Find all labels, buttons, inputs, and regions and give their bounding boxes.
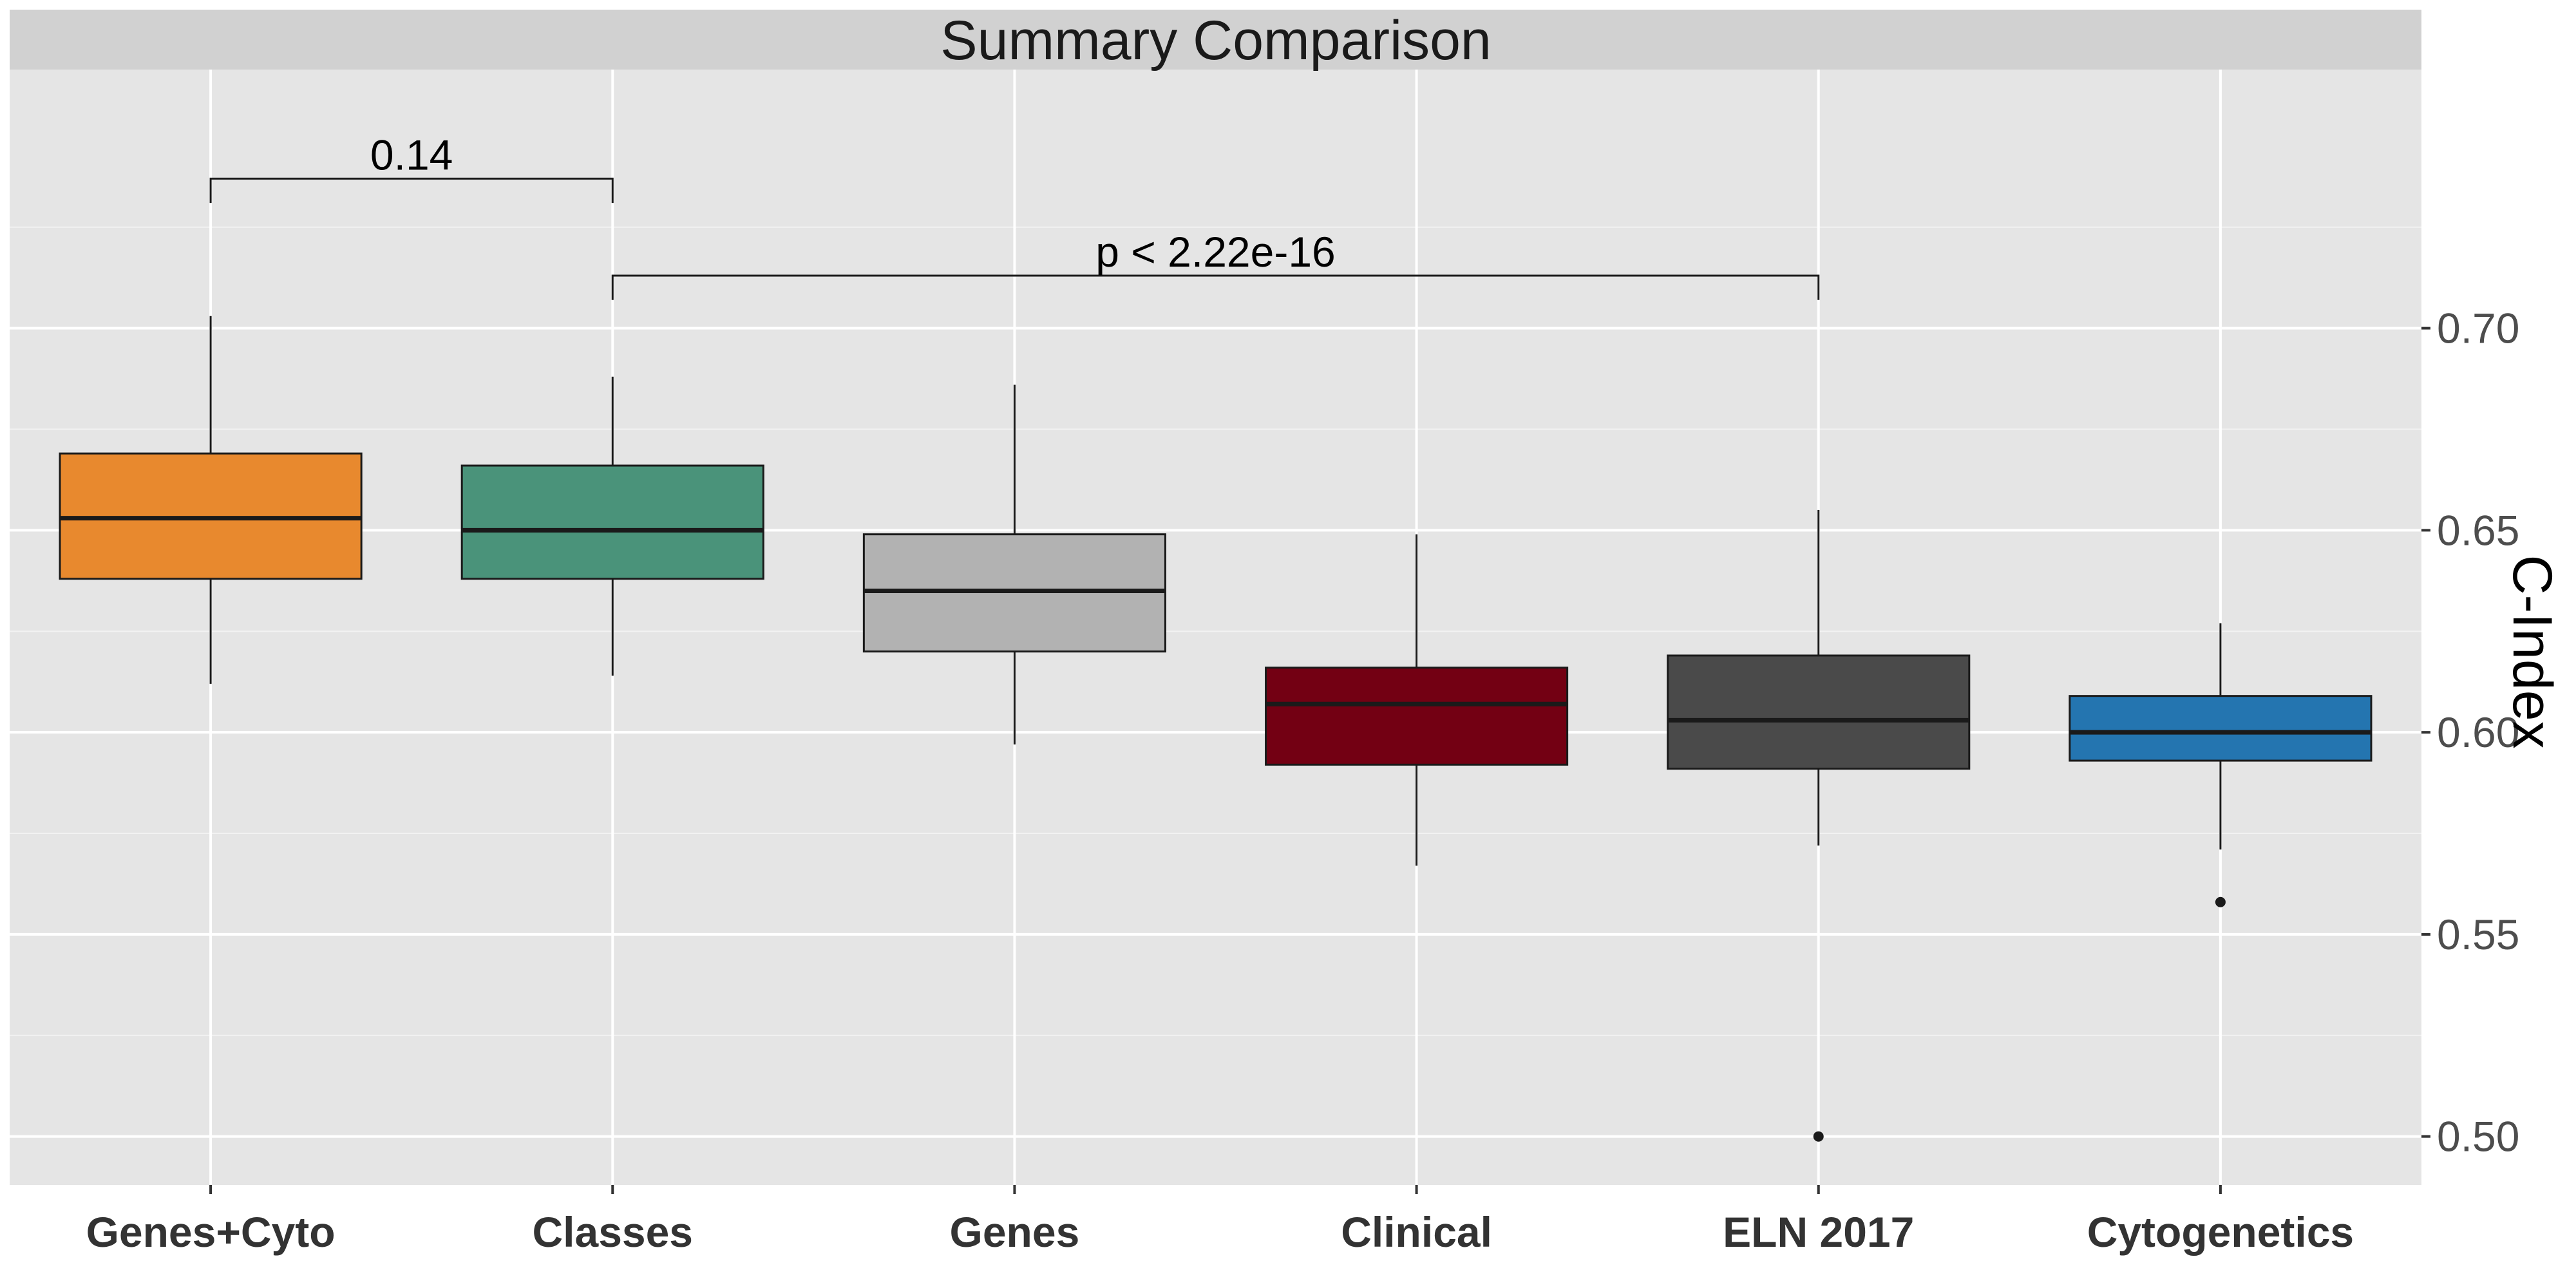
outlier-point	[1813, 1131, 1824, 1142]
y-axis: 0.50 0.55 0.60 0.65 0.70	[2421, 305, 2519, 1160]
bracket-line	[611, 274, 1820, 300]
box-genes	[862, 384, 1166, 744]
x-tick-label: Cytogenetics	[2087, 1208, 2354, 1256]
y-tick-label: 0.50	[2437, 1113, 2519, 1160]
plot-panel	[10, 70, 2421, 1185]
significance-annotations: 0.14 p < 2.22e-16	[209, 131, 1820, 300]
chart-title: Summary Comparison	[940, 10, 1491, 71]
box-iqr	[2069, 695, 2372, 762]
x-tick-label: ELN 2017	[1723, 1208, 1914, 1256]
x-tick-label: Clinical	[1341, 1208, 1492, 1256]
outlier-point	[2215, 896, 2226, 907]
bracket-label: p < 2.22e-16	[1095, 228, 1335, 276]
box-iqr	[460, 464, 764, 580]
x-tick-label: Genes	[950, 1208, 1080, 1256]
x-axis: Genes+Cyto Classes Genes Clinical ELN 2017 Cy…	[86, 1185, 2354, 1256]
bracket-line	[209, 177, 614, 204]
y-tick-label: 0.55	[2437, 911, 2519, 958]
box-iqr	[1265, 667, 1569, 766]
significance-bracket: 0.14	[209, 131, 614, 204]
box-eln-2017	[1667, 510, 1971, 1142]
significance-bracket: p < 2.22e-16	[611, 228, 1820, 300]
box-classes	[460, 376, 764, 676]
y-tick-label: 0.70	[2437, 305, 2519, 352]
bracket-label: 0.14	[370, 131, 453, 178]
box-iqr	[1667, 654, 1971, 770]
y-tick-label: 0.60	[2437, 708, 2519, 756]
box-genes-cyto	[59, 316, 363, 684]
box-cytogenetics	[2069, 623, 2372, 907]
y-tick-label: 0.65	[2437, 506, 2519, 554]
y-axis-title: C-Index	[2501, 554, 2563, 748]
x-tick-label: Genes+Cyto	[86, 1208, 336, 1256]
box-clinical	[1265, 534, 1569, 866]
title-strip	[10, 10, 2421, 70]
box-series	[59, 316, 2372, 1142]
x-tick-label: Classes	[532, 1208, 693, 1256]
